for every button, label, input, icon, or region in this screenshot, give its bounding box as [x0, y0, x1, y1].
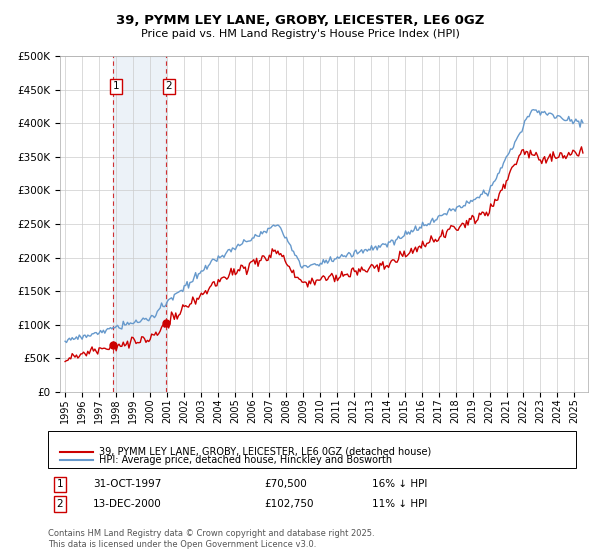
- Text: 13-DEC-2000: 13-DEC-2000: [93, 499, 162, 509]
- Text: 1: 1: [56, 479, 64, 489]
- Text: 16% ↓ HPI: 16% ↓ HPI: [372, 479, 427, 489]
- Text: 2: 2: [56, 499, 64, 509]
- Text: 2: 2: [166, 81, 172, 91]
- Text: Price paid vs. HM Land Registry's House Price Index (HPI): Price paid vs. HM Land Registry's House …: [140, 29, 460, 39]
- Text: £70,500: £70,500: [264, 479, 307, 489]
- Text: £102,750: £102,750: [264, 499, 314, 509]
- Text: 31-OCT-1997: 31-OCT-1997: [93, 479, 161, 489]
- Text: 11% ↓ HPI: 11% ↓ HPI: [372, 499, 427, 509]
- Bar: [113, 56, 166, 392]
- Text: Contains HM Land Registry data © Crown copyright and database right 2025.
This d: Contains HM Land Registry data © Crown c…: [48, 529, 374, 549]
- Text: HPI: Average price, detached house, Hinckley and Bosworth: HPI: Average price, detached house, Hinc…: [99, 455, 392, 465]
- Text: 39, PYMM LEY LANE, GROBY, LEICESTER, LE6 0GZ: 39, PYMM LEY LANE, GROBY, LEICESTER, LE6…: [116, 14, 484, 27]
- Text: 39, PYMM LEY LANE, GROBY, LEICESTER, LE6 0GZ (detached house): 39, PYMM LEY LANE, GROBY, LEICESTER, LE6…: [99, 447, 431, 457]
- Text: 1: 1: [112, 81, 119, 91]
